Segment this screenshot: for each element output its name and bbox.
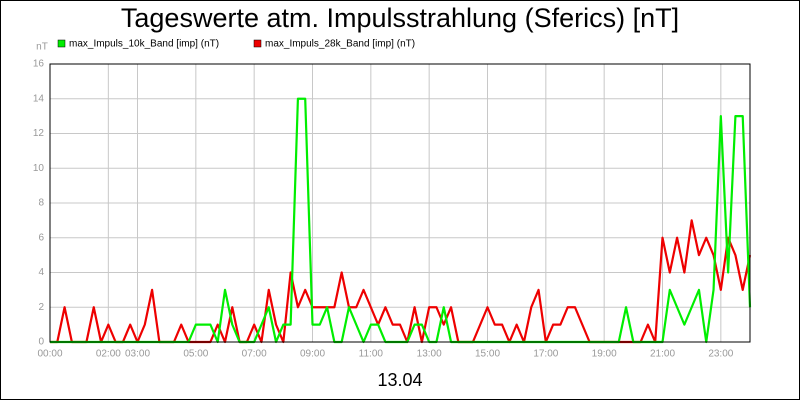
legend-label: max_Impuls_10k_Band [imp] (nT) xyxy=(69,39,219,50)
chart-title: Tageswerte atm. Impulsstrahlung (Sferics… xyxy=(121,3,679,33)
y-tick-label: 2 xyxy=(38,302,44,313)
x-tick-label: 19:00 xyxy=(592,349,617,360)
x-tick-label: 15:00 xyxy=(475,349,500,360)
x-tick-label: 09:00 xyxy=(300,349,325,360)
x-tick-label: 11:00 xyxy=(359,349,384,360)
x-tick-label: 00:00 xyxy=(37,349,62,360)
y-tick-label: 4 xyxy=(38,267,44,278)
legend-swatch xyxy=(253,39,262,48)
y-tick-label: 10 xyxy=(33,163,45,174)
y-tick-label: 8 xyxy=(38,198,44,209)
x-tick-label: 17:00 xyxy=(533,349,558,360)
y-tick-label: 14 xyxy=(33,93,45,104)
x-tick-label: 13:00 xyxy=(417,349,442,360)
plot-border xyxy=(49,63,751,343)
x-tick-label: 02:00 xyxy=(96,349,121,360)
y-tick-label: 0 xyxy=(38,337,44,348)
y-tick-label: 12 xyxy=(33,128,45,139)
legend-label: max_Impuls_28k_Band [imp] (nT) xyxy=(265,39,415,50)
y-tick-label: 16 xyxy=(33,59,45,70)
y-tick-label: 6 xyxy=(38,232,44,243)
x-tick-label: 03:00 xyxy=(125,349,150,360)
x-axis-label: 13.04 xyxy=(377,370,422,390)
x-tick-label: 07:00 xyxy=(242,349,267,360)
x-tick-label: 23:00 xyxy=(708,349,733,360)
x-tick-label: 05:00 xyxy=(183,349,208,360)
legend: max_Impuls_10k_Band [imp] (nT) max_Impuls… xyxy=(57,39,415,50)
y-axis-label: nT xyxy=(36,42,48,53)
legend-swatch xyxy=(57,39,66,48)
x-tick-label: 21:00 xyxy=(650,349,675,360)
